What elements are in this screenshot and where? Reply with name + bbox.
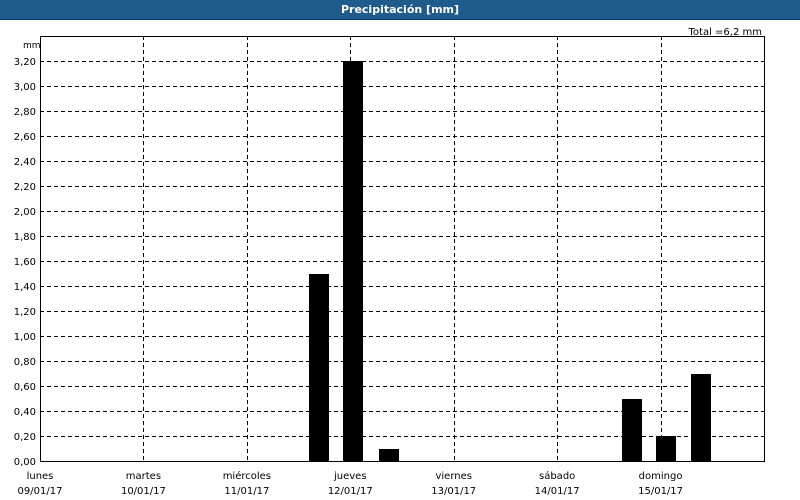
y-tick-labels: 0,00 0,20 0,40 0,60 0,80 1,00 1,20 1,40 1,60 1,80… — [14, 57, 36, 468]
bar — [379, 449, 399, 462]
y-tick-label: 1,20 — [14, 307, 36, 318]
y-tick-label: 2,00 — [14, 207, 36, 218]
x-tick-day: viernes — [435, 471, 471, 482]
x-tick-date: 12/01/17 — [328, 486, 373, 497]
y-tick-label: 3,00 — [14, 82, 36, 93]
y-tick-label: 1,00 — [14, 332, 36, 343]
y-tick-label: 2,40 — [14, 157, 36, 168]
total-label: Total =6,2 mm — [688, 27, 762, 38]
y-tick-label: 2,80 — [14, 107, 36, 118]
y-axis-unit: mm — [23, 41, 41, 51]
y-tick-label: 0,20 — [14, 432, 36, 443]
x-tick-labels: lunes 09/01/17 martes 10/01/17 miércoles 11/0… — [18, 470, 683, 497]
bar — [343, 61, 363, 461]
y-tick-label: 1,60 — [14, 257, 36, 268]
bar — [622, 399, 642, 462]
x-tick-date: 09/01/17 — [18, 486, 63, 497]
bar — [691, 374, 711, 462]
y-tick-label: 0,40 — [14, 407, 36, 418]
y-tick-label: 0,80 — [14, 357, 36, 368]
plot-frame — [40, 36, 765, 462]
y-tick-label: 3,20 — [14, 57, 36, 68]
x-tick-date: 10/01/17 — [121, 486, 166, 497]
bar — [309, 274, 329, 462]
x-tick-day: miércoles — [223, 470, 271, 482]
bar — [656, 436, 676, 461]
y-tick-label: 0,60 — [14, 382, 36, 393]
x-tick-date: 15/01/17 — [638, 486, 683, 497]
x-tick-day: sábado — [539, 470, 575, 482]
grid-lines — [40, 36, 764, 461]
x-tick-day: jueves — [333, 471, 367, 482]
y-tick-label: 2,20 — [14, 182, 36, 193]
x-tick-day: domingo — [639, 471, 683, 482]
y-tick-label: 2,60 — [14, 132, 36, 143]
y-tick-label: 1,40 — [14, 282, 36, 293]
x-tick-date: 11/01/17 — [224, 486, 269, 497]
x-tick-date: 14/01/17 — [535, 486, 580, 497]
x-tick-date: 13/01/17 — [431, 486, 476, 497]
chart-title: Precipitación [mm] — [0, 0, 800, 20]
y-tick-label: 0,00 — [14, 457, 36, 468]
x-tick-day: lunes — [27, 471, 54, 482]
y-tick-label: 1,80 — [14, 232, 36, 243]
bars — [309, 61, 711, 462]
x-tick-day: martes — [126, 471, 161, 482]
